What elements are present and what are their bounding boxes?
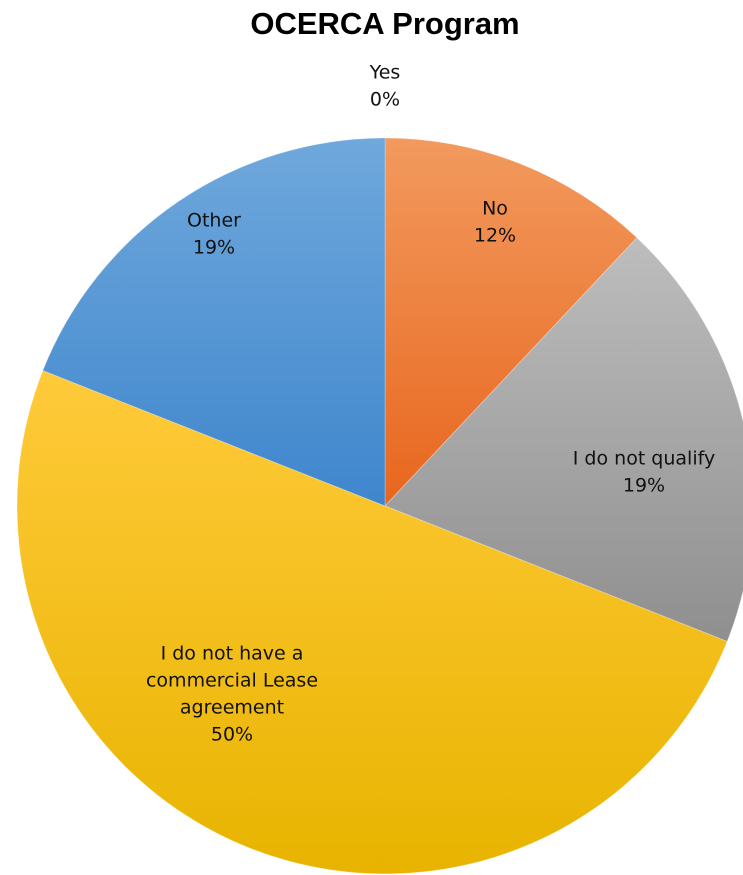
pie-slice-i-do-not-have-a-commercial-lease-agreement bbox=[16, 369, 728, 875]
data-label-i-do-not-have-a-commercial-lease-agreement: I do not have a commercial Lease agreement… bbox=[146, 643, 318, 746]
data-label-yes: Yes 0% bbox=[369, 62, 401, 111]
pie-slice-other bbox=[42, 137, 386, 507]
pie-slice-no bbox=[384, 137, 638, 508]
data-label-other: Other 19% bbox=[187, 210, 241, 259]
chart-title: OCERCA Program bbox=[250, 6, 520, 41]
data-label-no: No 12% bbox=[474, 198, 516, 247]
data-label-i-do-not-qualify: I do not qualify 19% bbox=[573, 448, 715, 497]
